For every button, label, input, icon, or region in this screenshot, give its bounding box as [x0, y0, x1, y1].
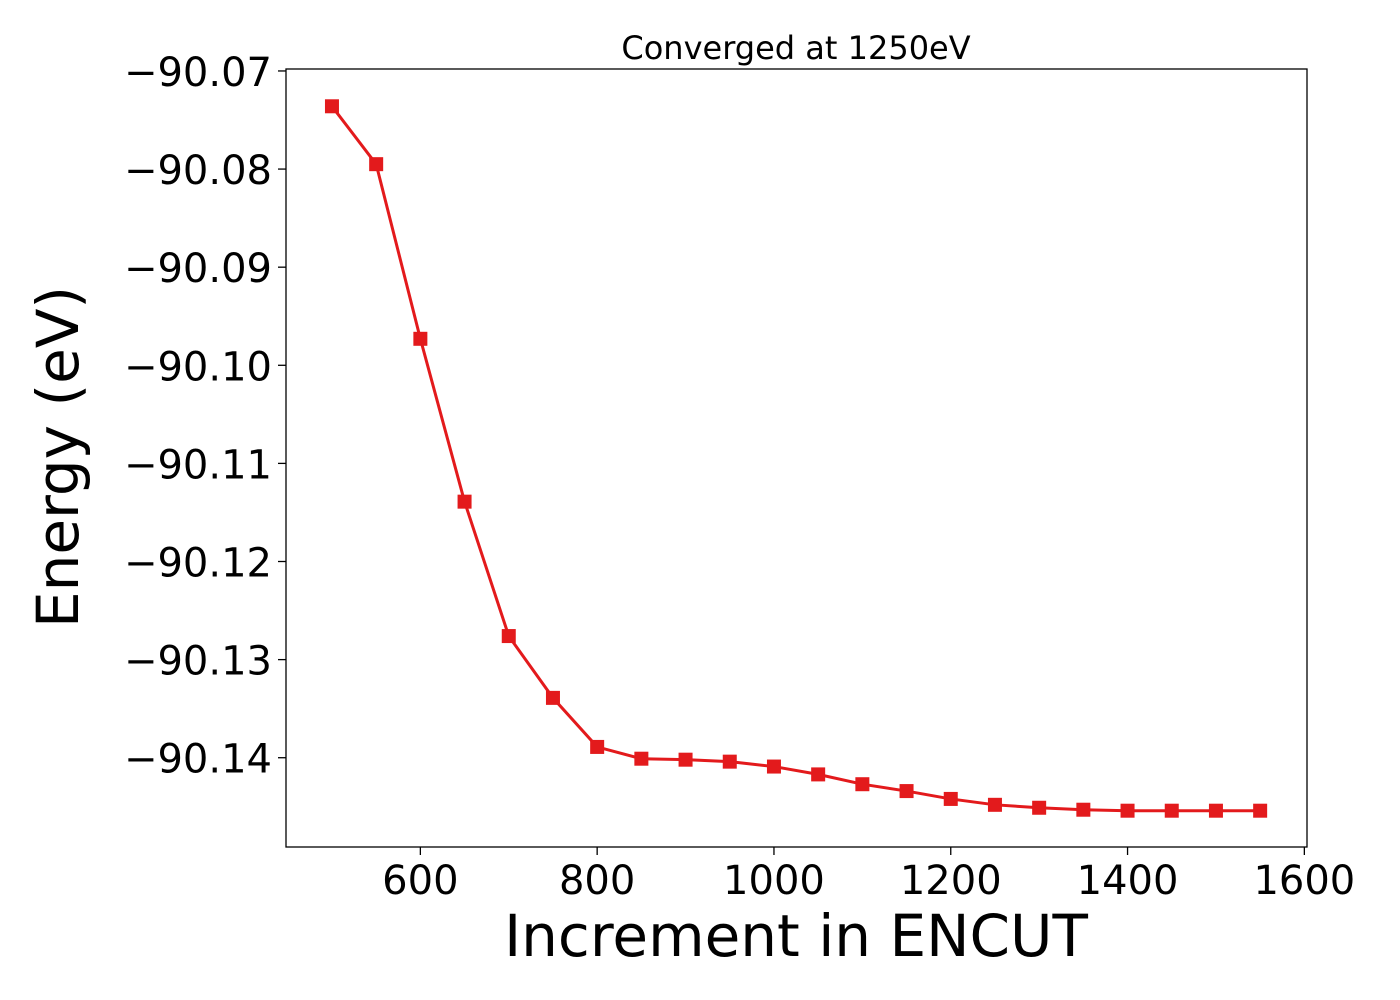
data-point [501, 629, 516, 644]
chart-title: Converged at 1250eV [621, 29, 970, 67]
data-point [899, 784, 914, 799]
data-point [1032, 800, 1047, 815]
data-point [722, 754, 737, 769]
data-point [590, 739, 605, 754]
y-tick-label: −90.14 [124, 737, 272, 783]
data-point [1120, 803, 1135, 818]
x-tick-label: 1600 [1253, 858, 1355, 904]
data-point [545, 690, 560, 705]
x-tick-label: 800 [559, 858, 635, 904]
data-point [1208, 803, 1223, 818]
x-tick-label: 600 [382, 858, 458, 904]
y-tick-label: −90.13 [124, 639, 272, 685]
data-point [1253, 803, 1268, 818]
y-tick-label: −90.08 [124, 148, 272, 194]
data-point [634, 751, 649, 766]
data-series [324, 99, 1268, 818]
y-tick-label: −90.07 [124, 50, 272, 96]
data-point [987, 797, 1002, 812]
series-line [330, 105, 1261, 813]
x-tick-label: 1200 [900, 858, 1002, 904]
data-point [413, 331, 428, 346]
y-tick-label: −90.11 [124, 442, 272, 488]
plot-frame [285, 68, 1308, 848]
data-point [678, 752, 693, 767]
axis-ticks: 600 800 1000 1200 1400 1600 −90.07 −90.08 −90.09… [124, 50, 1355, 904]
data-point [943, 791, 958, 806]
y-axis-label: Energy (eV) [24, 286, 92, 628]
y-tick-label: −90.12 [124, 541, 272, 587]
x-axis-label: Increment in ENCUT [504, 902, 1088, 970]
data-point [766, 759, 781, 774]
x-tick-label: 1400 [1077, 858, 1179, 904]
y-tick-label: −90.10 [124, 344, 272, 390]
data-point [855, 777, 870, 792]
data-point [1164, 803, 1179, 818]
data-point [369, 157, 384, 172]
data-point [457, 494, 472, 509]
data-point [324, 99, 339, 114]
data-point [1076, 802, 1091, 817]
y-tick-label: −90.09 [124, 246, 272, 292]
x-tick-label: 1000 [723, 858, 825, 904]
data-point [811, 767, 826, 782]
